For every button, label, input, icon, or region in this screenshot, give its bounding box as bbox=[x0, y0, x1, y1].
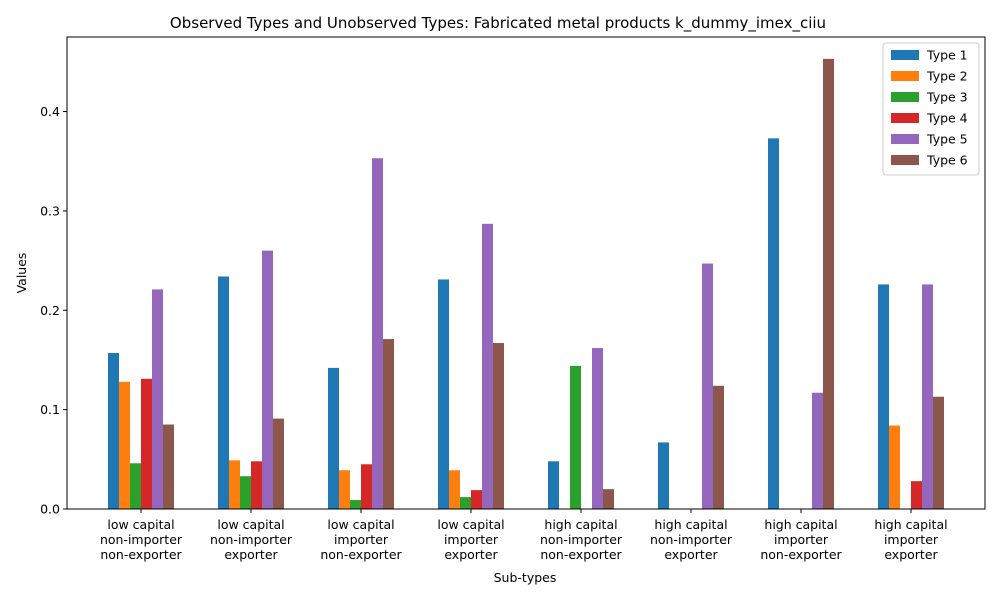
bar-type-1-cat-5 bbox=[548, 461, 559, 509]
bar-type-5-cat-6 bbox=[702, 263, 713, 509]
bar-type-5-cat-5 bbox=[592, 348, 603, 509]
legend-label: Type 2 bbox=[926, 69, 968, 84]
bar-type-2-cat-1 bbox=[119, 381, 130, 509]
legend-swatch bbox=[891, 155, 919, 165]
x-tick-label: low capital importer non-exporter bbox=[320, 517, 402, 562]
bar-type-1-cat-3 bbox=[328, 367, 339, 509]
bar-type-6-cat-5 bbox=[603, 489, 614, 509]
y-tick-label: 0.0 bbox=[40, 502, 60, 517]
x-tick-label: low capital non-importer exporter bbox=[210, 517, 293, 562]
bar-type-2-cat-4 bbox=[449, 470, 460, 509]
legend-label: Type 5 bbox=[926, 132, 968, 147]
bar-type-3-cat-1 bbox=[130, 463, 141, 509]
bar-type-1-cat-2 bbox=[218, 276, 229, 509]
chart-title: Observed Types and Unobserved Types: Fab… bbox=[170, 14, 826, 33]
bar-type-3-cat-3 bbox=[350, 500, 361, 509]
bar-type-6-cat-8 bbox=[933, 396, 944, 509]
bar-type-3-cat-2 bbox=[240, 476, 251, 509]
bar-type-4-cat-2 bbox=[251, 461, 262, 509]
bar-type-5-cat-2 bbox=[262, 250, 273, 510]
legend-swatch bbox=[891, 71, 919, 81]
bar-type-1-cat-7 bbox=[768, 138, 779, 510]
y-tick-label: 0.4 bbox=[40, 104, 60, 119]
bar-type-1-cat-6 bbox=[658, 442, 669, 509]
bar-type-6-cat-4 bbox=[493, 343, 504, 509]
bar-type-6-cat-1 bbox=[163, 424, 174, 509]
x-tick-label: high capital importer non-exporter bbox=[760, 517, 842, 562]
bar-type-5-cat-3 bbox=[372, 158, 383, 509]
plot-frame bbox=[66, 36, 986, 510]
y-axis-label: Values bbox=[14, 253, 29, 294]
x-tick-label: high capital non-importer exporter bbox=[650, 517, 733, 562]
bar-type-4-cat-8 bbox=[911, 481, 922, 509]
x-axis-label: Sub-types bbox=[494, 570, 557, 585]
legend: Type 1 Type 2 Type 3 Type 4 Type 5 Type 6 bbox=[882, 42, 980, 176]
bar-type-6-cat-7 bbox=[823, 58, 834, 509]
bar-type-6-cat-2 bbox=[273, 418, 284, 509]
legend-swatch bbox=[891, 50, 919, 60]
x-tick-label: high capital non-importer non-exporter bbox=[540, 517, 623, 562]
legend-swatch bbox=[891, 92, 919, 102]
bar-type-5-cat-8 bbox=[922, 284, 933, 509]
bar-type-1-cat-1 bbox=[108, 352, 119, 509]
bar-type-1-cat-4 bbox=[438, 279, 449, 509]
bar-type-4-cat-4 bbox=[471, 490, 482, 509]
x-tick-label: high capital importer exporter bbox=[874, 517, 947, 562]
bar-type-2-cat-3 bbox=[339, 470, 350, 509]
legend-label: Type 3 bbox=[926, 90, 968, 105]
bar-type-2-cat-2 bbox=[229, 460, 240, 509]
bar-type-3-cat-5 bbox=[570, 365, 581, 509]
bars-group bbox=[108, 58, 944, 510]
bar-type-4-cat-3 bbox=[361, 464, 372, 509]
bar-type-3-cat-4 bbox=[460, 497, 471, 509]
bar-type-5-cat-1 bbox=[152, 289, 163, 509]
bar-type-6-cat-3 bbox=[383, 339, 394, 509]
legend-swatch bbox=[891, 113, 919, 123]
y-tick-label: 0.3 bbox=[40, 203, 60, 218]
x-tick-label: low capital non-importer non-exporter bbox=[100, 517, 183, 562]
bar-type-1-cat-8 bbox=[878, 284, 889, 509]
y-tick-label: 0.2 bbox=[40, 303, 60, 318]
bar-type-6-cat-6 bbox=[713, 385, 724, 509]
bar-type-2-cat-8 bbox=[889, 425, 900, 509]
legend-label: Type 1 bbox=[926, 48, 968, 63]
bar-type-5-cat-7 bbox=[812, 392, 823, 509]
legend-swatch bbox=[891, 134, 919, 144]
x-tick-label: low capital importer exporter bbox=[437, 517, 504, 562]
axes-group: 0.0 0.1 0.2 0.3 0.4 low capital non-importer no… bbox=[40, 36, 986, 562]
y-tick-label: 0.1 bbox=[40, 402, 60, 417]
legend-label: Type 4 bbox=[926, 111, 968, 126]
legend-label: Type 6 bbox=[926, 153, 968, 168]
bar-type-4-cat-1 bbox=[141, 378, 152, 509]
bar-type-5-cat-4 bbox=[482, 223, 493, 510]
